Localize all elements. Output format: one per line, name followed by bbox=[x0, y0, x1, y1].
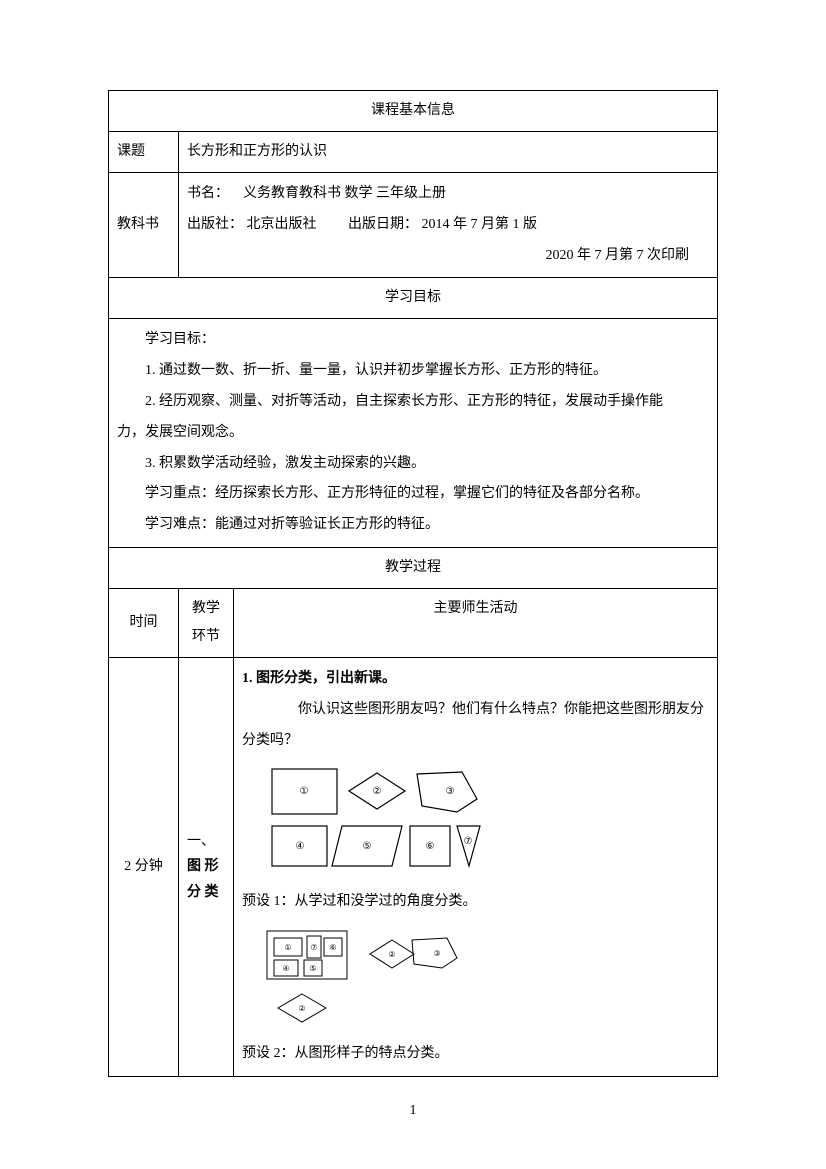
print-info: 2020 年 7 月第 7 次印刷 bbox=[187, 241, 709, 272]
svg-text:②: ② bbox=[373, 786, 382, 797]
activity-label: 主要师生活动 bbox=[234, 588, 718, 657]
bookname-label: 书名： bbox=[187, 186, 229, 201]
pubdate-value: 2014 年 7 月第 1 版 bbox=[422, 217, 538, 232]
svg-text:⑦: ⑦ bbox=[464, 836, 473, 847]
phase-label: 教学环节 bbox=[179, 588, 234, 657]
svg-text:③: ③ bbox=[433, 949, 440, 958]
obj-item2b: 力，发展空间观念。 bbox=[117, 418, 709, 449]
svg-text:⑦: ⑦ bbox=[310, 943, 317, 952]
svg-text:②: ② bbox=[388, 950, 395, 959]
process-header: 教学过程 bbox=[385, 560, 441, 575]
svg-text:⑤: ⑤ bbox=[363, 841, 372, 852]
obj-item2a: 2. 经历观察、测量、对折等活动，自主探索长方形、正方形的特征，发展动手操作能 bbox=[117, 387, 709, 418]
svg-text:④: ④ bbox=[296, 841, 305, 852]
topic-label: 课题 bbox=[109, 132, 179, 173]
obj-title: 学习目标： bbox=[117, 325, 709, 356]
textbook-info: 书名： 义务教育教科书 数学 三年级上册 出版社： 北京出版社 出版日期： 20… bbox=[179, 173, 718, 278]
section-basic-info: 课程基本信息 bbox=[109, 91, 718, 132]
publisher-label: 出版社： bbox=[187, 217, 243, 232]
phase-value: 一、 图 形分 类 bbox=[179, 657, 234, 1076]
shapes-diagram-1: ① ② ③ ④ ⑤ ⑥ ⑦ bbox=[262, 764, 502, 879]
publisher-value: 北京出版社 bbox=[247, 217, 317, 232]
obj-item3: 3. 积累数学活动经验，激发主动探索的兴趣。 bbox=[117, 449, 709, 480]
basic-info-header: 课程基本信息 bbox=[371, 103, 455, 118]
svg-text:①: ① bbox=[300, 786, 309, 797]
preset2: 预设 2：从图形样子的特点分类。 bbox=[242, 1039, 709, 1070]
svg-text:⑥: ⑥ bbox=[426, 841, 435, 852]
pubdate-label: 出版日期： bbox=[348, 217, 418, 232]
section-objectives: 学习目标 bbox=[109, 278, 718, 319]
time-label: 时间 bbox=[109, 588, 179, 657]
obj-item1: 1. 通过数一数、折一折、量一量，认识并初步掌握长方形、正方形的特征。 bbox=[117, 356, 709, 387]
objectives-header: 学习目标 bbox=[385, 290, 441, 305]
lesson-plan-table: 课程基本信息 课题 长方形和正方形的认识 教科书 书名： 义务教育教科书 数学 … bbox=[108, 90, 718, 1077]
svg-text:③: ③ bbox=[446, 786, 455, 797]
svg-text:⑤: ⑤ bbox=[309, 964, 316, 973]
objectives-content: 学习目标： 1. 通过数一数、折一折、量一量，认识并初步掌握长方形、正方形的特征… bbox=[109, 319, 718, 548]
step-title: 1. 图形分类，引出新课。 bbox=[242, 664, 709, 695]
time-value: 2 分钟 bbox=[109, 657, 179, 1076]
question-b: 分类吗？ bbox=[242, 726, 709, 757]
shapes-diagram-2: ① ⑦ ⑥ ④ ⑤ ② ③ ② bbox=[262, 926, 482, 1031]
svg-text:⑥: ⑥ bbox=[329, 943, 336, 952]
preset1: 预设 1：从学过和没学过的角度分类。 bbox=[242, 887, 709, 918]
page-number: 1 bbox=[0, 1103, 826, 1119]
activity-content: 1. 图形分类，引出新课。 你认识这些图形朋友吗？他们有什么特点？你能把这些图形… bbox=[234, 657, 718, 1076]
topic-value: 长方形和正方形的认识 bbox=[179, 132, 718, 173]
phase-name: 图 形分 类 bbox=[187, 859, 219, 899]
obj-focus: 学习重点：经历探索长方形、正方形特征的过程，掌握它们的特征及各部分名称。 bbox=[117, 479, 709, 510]
textbook-label: 教科书 bbox=[109, 173, 179, 278]
svg-text:④: ④ bbox=[282, 964, 289, 973]
question-a: 你认识这些图形朋友吗？他们有什么特点？你能把这些图形朋友分 bbox=[242, 695, 709, 726]
obj-difficulty: 学习难点：能通过对折等验证长正方形的特征。 bbox=[117, 510, 709, 541]
section-process: 教学过程 bbox=[109, 547, 718, 588]
bookname-value: 义务教育教科书 数学 三年级上册 bbox=[243, 186, 446, 201]
svg-text:①: ① bbox=[284, 943, 291, 952]
svg-text:②: ② bbox=[298, 1004, 305, 1013]
phase-num: 一、 bbox=[187, 834, 215, 849]
